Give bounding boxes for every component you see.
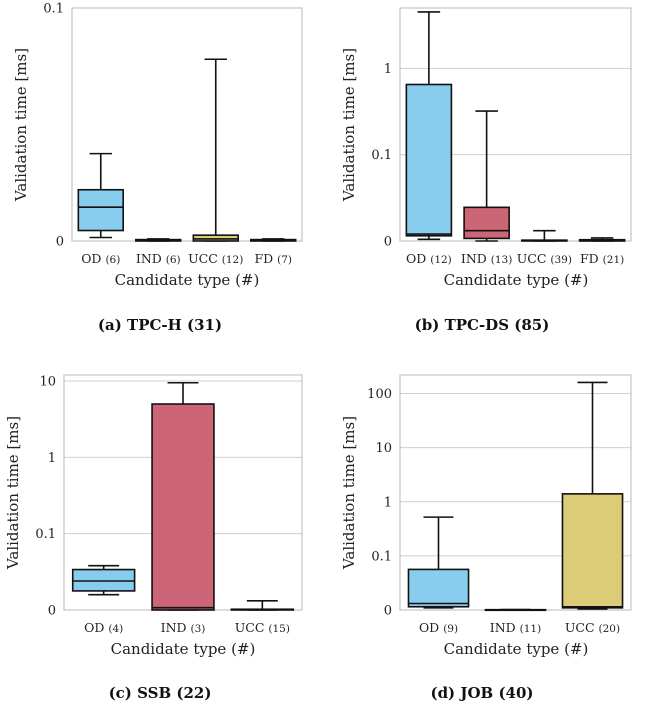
- subfigure-caption: (c) SSB (22): [109, 684, 212, 702]
- category-count: (13): [491, 254, 513, 266]
- x-tick-label: IND (6): [136, 251, 181, 266]
- category-count: (4): [108, 623, 123, 635]
- box-ind: [135, 238, 182, 242]
- x-tick-label: OD (12): [406, 251, 452, 266]
- box-body: [463, 206, 510, 240]
- box-ind: [151, 381, 215, 611]
- y-tick-label: 1: [384, 495, 392, 510]
- category-name: UCC: [517, 251, 551, 266]
- category-name: UCC: [188, 251, 222, 266]
- x-tick-label: UCC (20): [565, 620, 620, 635]
- y-tick-label: 0.1: [371, 148, 392, 163]
- y-tick-label: 0: [384, 235, 392, 250]
- box-od: [405, 11, 453, 241]
- category-name: OD: [84, 620, 108, 635]
- box-ind: [463, 110, 510, 242]
- y-tick-label: 10: [375, 441, 392, 456]
- x-tick-label: UCC (39): [517, 251, 572, 266]
- category-name: OD: [406, 251, 430, 266]
- x-tick-label: IND (11): [490, 620, 541, 635]
- subfigure-caption: (a) TPC-H (31): [98, 316, 222, 334]
- x-axis-label: Candidate type (#): [444, 271, 589, 289]
- category-name: UCC: [565, 620, 599, 635]
- x-tick-label: FD (7): [254, 251, 292, 266]
- x-tick-label: OD (6): [81, 251, 120, 266]
- box-body: [561, 493, 624, 609]
- category-count: (39): [550, 254, 572, 266]
- box-body: [77, 188, 124, 232]
- y-tick-label: 0: [56, 235, 64, 250]
- category-count: (12): [430, 254, 452, 266]
- box-body: [192, 234, 239, 242]
- chart-panel-1: 00.1OD (6) IND (6) UCC (12) FD (7)Candidate…: [12, 2, 303, 334]
- subfigure-caption: (b) TPC-DS (85): [415, 316, 550, 334]
- x-tick-label: UCC (12): [188, 251, 243, 266]
- x-tick-label: OD (9): [419, 620, 458, 635]
- category-name: UCC: [235, 620, 269, 635]
- category-name: OD: [81, 251, 105, 266]
- y-tick-label: 0.1: [43, 2, 64, 17]
- box-fd: [250, 238, 297, 242]
- subfigure-caption: (d) JOB (40): [430, 684, 533, 702]
- category-count: (6): [105, 254, 120, 266]
- chart-panel-2: 0 0.1 1 OD (12) IND (13) UCC (39) FD (21) Candi…: [340, 7, 632, 334]
- y-tick-label: 0: [48, 604, 56, 619]
- category-count: (12): [222, 254, 244, 266]
- y-tick-label: 0.1: [35, 527, 56, 542]
- y-axis-label: Validation time [ms]: [4, 416, 22, 570]
- category-name: OD: [419, 620, 443, 635]
- y-tick-label: 1: [48, 451, 56, 466]
- category-name: FD: [254, 251, 277, 266]
- box-od: [407, 516, 470, 609]
- y-tick-label: 0.1: [371, 549, 392, 564]
- chart-panel-4: 0 0.1 1 10 100 OD (9) IND (11) UCC (20) Candidat…: [340, 374, 632, 702]
- box-body: [405, 83, 453, 237]
- x-tick-label: IND (13): [461, 251, 512, 266]
- category-count: (15): [268, 623, 290, 635]
- x-axis-label: Candidate type (#): [444, 640, 589, 658]
- box-fd: [578, 237, 626, 242]
- chart-panel-3: 0 0.1 1 10 OD (4) IND (3) UCC (15) Candidate ty…: [4, 374, 303, 702]
- box-ucc: [192, 58, 239, 242]
- box-ucc: [561, 381, 624, 610]
- y-tick-label: 100: [367, 387, 392, 402]
- box-body: [151, 403, 215, 611]
- x-tick-label: UCC (15): [235, 620, 290, 635]
- x-tick-label: FD (21): [580, 251, 624, 266]
- category-name: IND: [161, 620, 191, 635]
- category-name: FD: [580, 251, 603, 266]
- y-tick-label: 0: [384, 604, 392, 619]
- y-axis-label: Validation time [ms]: [340, 416, 358, 570]
- x-axis-label: Candidate type (#): [115, 271, 260, 289]
- category-count: (20): [599, 623, 621, 635]
- category-count: (11): [520, 623, 542, 635]
- x-tick-label: OD (4): [84, 620, 123, 635]
- x-axis-label: Candidate type (#): [111, 640, 256, 658]
- y-tick-label: 10: [39, 375, 56, 390]
- category-name: IND: [461, 251, 491, 266]
- box-ucc: [521, 229, 568, 242]
- category-count: (7): [277, 254, 292, 266]
- y-tick-label: 1: [384, 62, 392, 77]
- box-ind: [484, 608, 547, 612]
- plot-frame: [71, 7, 303, 242]
- box-ucc: [230, 600, 295, 611]
- y-axis-label: Validation time [ms]: [340, 48, 358, 202]
- category-count: (9): [443, 623, 458, 635]
- category-count: (3): [191, 623, 206, 635]
- x-tick-label: IND (3): [161, 620, 206, 635]
- box-body: [407, 568, 470, 608]
- box-od: [77, 152, 124, 239]
- category-name: IND: [136, 251, 166, 266]
- box-od: [71, 564, 136, 596]
- category-count: (6): [166, 254, 181, 266]
- category-name: IND: [490, 620, 520, 635]
- plot-frame: [399, 7, 632, 242]
- category-count: (21): [603, 254, 625, 266]
- y-axis-label: Validation time [ms]: [12, 48, 30, 202]
